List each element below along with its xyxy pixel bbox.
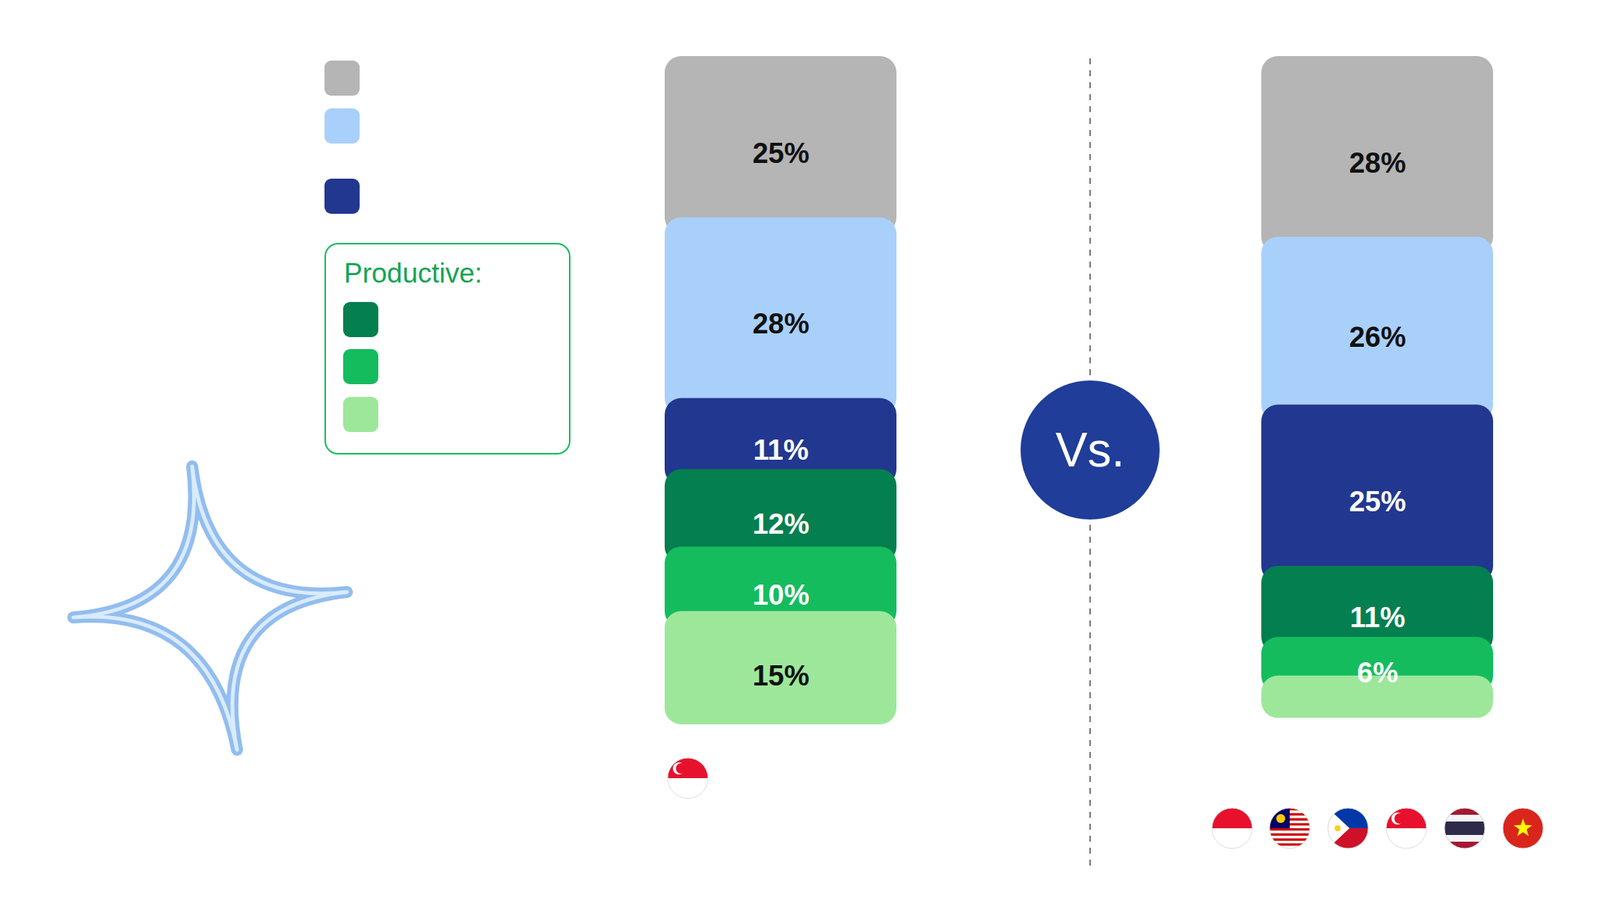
svg-text:28%: 28%: [752, 308, 809, 340]
svg-text:15%: 15%: [752, 660, 809, 692]
svg-text:28%: 28%: [1348, 147, 1406, 179]
svg-text:10%: 10%: [752, 579, 809, 611]
svg-text:11%: 11%: [1350, 601, 1406, 634]
svg-text:6%: 6%: [1357, 657, 1399, 689]
html-text:Productive:: Productive:: [343, 257, 483, 289]
svg-text:11%: 11%: [753, 434, 809, 466]
svg-text:26%: 26%: [1348, 321, 1406, 353]
svg-text:Vs.: Vs.: [1055, 423, 1125, 478]
svg-text:12%: 12%: [752, 508, 809, 540]
svg-text:25%: 25%: [1348, 485, 1406, 518]
svg-text:25%: 25%: [752, 137, 809, 169]
